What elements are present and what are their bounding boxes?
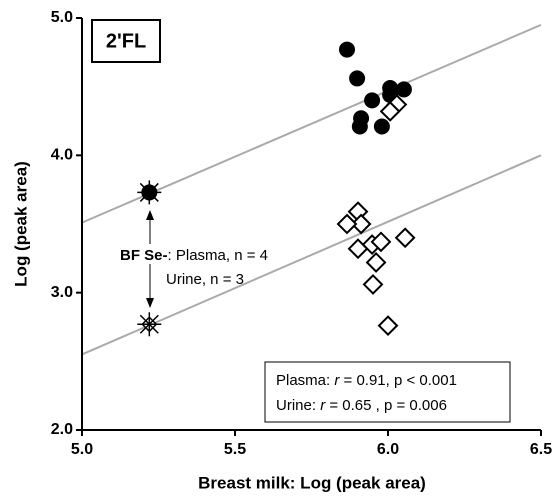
bf-point (137, 180, 162, 205)
x-tick-label: 5.0 (71, 441, 93, 458)
stats-box (264, 361, 511, 423)
y-tick-label: 2.0 (51, 421, 73, 438)
point (349, 70, 366, 87)
panel-label: 2'FL (106, 30, 146, 52)
bf-arrowheads (146, 210, 154, 308)
bf-group: BF Se- (120, 247, 168, 264)
stat-r: r (334, 372, 340, 389)
bf-note-plasma: BF Se-: Plasma, n = 4 (120, 247, 268, 264)
x-tick-label: 5.5 (224, 441, 246, 458)
stat-plasma: Plasma: r = 0.91, p < 0.001 (276, 372, 457, 389)
y-tick-label: 5.0 (51, 9, 73, 26)
point (395, 81, 412, 98)
bf-plasma: : Plasma, n = 4 (168, 247, 268, 264)
point (338, 41, 355, 58)
point (364, 92, 381, 109)
x-tick-label: 6.5 (530, 441, 552, 458)
plot-area: 2.0 3.0 4.0 5.0 5.0 5.5 6.0 6.5 (51, 9, 552, 458)
point (351, 118, 368, 135)
x-tick-label: 6.0 (377, 441, 399, 458)
bf-note-bg (116, 244, 186, 264)
point (336, 213, 358, 235)
point (379, 100, 401, 122)
point (362, 274, 384, 295)
fit-line (81, 154, 542, 356)
x-axis-label: Breast milk: Log (peak area) (198, 473, 426, 492)
stat-text: = 0.65 , p = 0.006 (329, 397, 447, 414)
stat-label: Urine: (276, 397, 316, 414)
bf-marker-ray (139, 314, 159, 334)
point (394, 227, 416, 249)
bf-point (137, 312, 162, 337)
bf-note-urine: Urine, n = 3 (166, 271, 244, 288)
panel-label-box (91, 19, 161, 63)
y-tick-label: 3.0 (51, 284, 73, 301)
point (377, 315, 399, 337)
stat-text: = 0.91, p < 0.001 (344, 372, 457, 389)
bf-marker-ray (139, 182, 159, 202)
stat-r: r (320, 397, 326, 414)
point (370, 231, 392, 253)
y-axis-label: Log (peak area) (11, 161, 30, 287)
point (350, 213, 372, 235)
point (373, 118, 390, 135)
stat-urine: Urine: r = 0.65 , p = 0.006 (276, 397, 447, 414)
point (365, 252, 387, 273)
stat-label: Plasma: (276, 372, 330, 389)
y-tick-label: 4.0 (51, 147, 73, 164)
fit-line (81, 23, 542, 224)
